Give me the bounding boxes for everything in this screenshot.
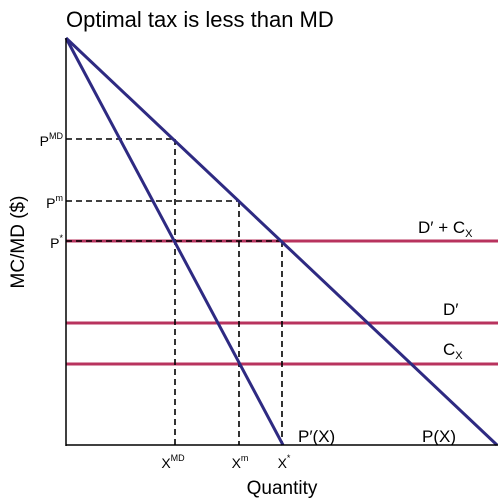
xstar-label: X* bbox=[278, 453, 291, 471]
pmd-label: PMD bbox=[40, 131, 64, 149]
guide-lines bbox=[66, 138, 283, 445]
p-x-curve bbox=[64, 36, 499, 447]
y-axis-title: MC/MD ($) bbox=[8, 196, 29, 289]
pm-label: Pm bbox=[46, 193, 63, 211]
diagram-title: Optimal tax is less than MD bbox=[66, 7, 334, 32]
p-prime-x-curve bbox=[64, 37, 285, 446]
x-axis-title: Quantity bbox=[247, 478, 318, 499]
pstar-label: P* bbox=[50, 233, 63, 251]
d-prime-plus-cx-label: D′ + CX bbox=[418, 218, 473, 240]
p-prime-x-label: P′(X) bbox=[298, 427, 335, 446]
d-prime-label: D′ bbox=[443, 300, 458, 319]
p-x-label: P(X) bbox=[422, 427, 456, 446]
xmd-label: XMD bbox=[161, 453, 185, 471]
cx-label: CX bbox=[443, 340, 463, 362]
xm-label: Xm bbox=[232, 453, 249, 471]
